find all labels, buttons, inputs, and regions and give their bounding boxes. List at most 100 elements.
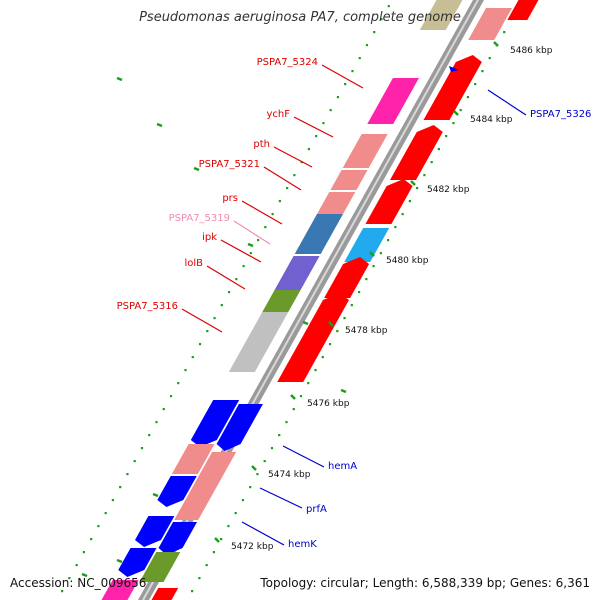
gene-label[interactable]: ipk: [202, 232, 217, 243]
gene-block: [317, 192, 356, 214]
tick-dot: [213, 317, 216, 320]
tick-dot: [387, 5, 390, 8]
tick-dot: [365, 44, 369, 47]
tick-dot: [220, 304, 223, 307]
gene-label[interactable]: hemK: [288, 539, 317, 550]
tick-dot: [90, 538, 93, 541]
tick-dot: [271, 213, 274, 216]
tick-dot: [503, 31, 506, 34]
gene-label[interactable]: ychF: [266, 109, 290, 120]
tick-dot: [336, 330, 339, 333]
accession-label: Accession: NC_009656: [10, 576, 147, 590]
gene-label[interactable]: PSPA7_5324: [257, 57, 318, 68]
reverse-gene-arrow: [135, 516, 175, 547]
reverse-gene-arrow: [171, 444, 215, 474]
tick-dot: [372, 265, 375, 268]
tick-dot: [97, 525, 100, 528]
minor-tick-mark: [340, 388, 347, 394]
label-leader-line: [220, 239, 262, 263]
tick-dot: [321, 356, 324, 359]
label-leader-line: [181, 308, 223, 333]
tick-dot: [212, 551, 215, 554]
label-leader-line: [263, 166, 302, 191]
tick-dot: [155, 421, 158, 424]
reverse-gene-arrow: [158, 522, 198, 555]
reverse-gene-arrow: [139, 552, 181, 582]
kbp-tick-mark: [369, 251, 375, 257]
kbp-tick-label: 5478 kbp: [345, 326, 388, 336]
tick-dot: [307, 148, 311, 151]
gene-label[interactable]: PSPA7_5321: [199, 159, 260, 170]
tick-dot: [408, 200, 411, 203]
tick-dot: [242, 265, 245, 268]
tick-dot: [111, 499, 115, 502]
genome-title: Pseudomonas aeruginosa PA7, complete gen…: [139, 10, 461, 25]
tick-dot: [270, 447, 274, 450]
tick-dot: [488, 57, 491, 60]
tick-dot: [177, 382, 180, 385]
kbp-tick-mark: [214, 537, 220, 543]
tick-dot: [68, 577, 71, 580]
forward-gene-arrow: [324, 257, 370, 298]
forward-gene-arrow: [507, 0, 539, 20]
label-leader-lines: [181, 64, 527, 546]
gene-label[interactable]: lolB: [184, 258, 203, 269]
gene-block: [274, 256, 320, 290]
tick-dot: [350, 304, 353, 307]
kbp-tick-label: 5472 kbp: [231, 542, 274, 552]
minor-tick-mark: [116, 76, 123, 82]
gene-label[interactable]: PSPA7_5319: [169, 213, 230, 224]
forward-gene-arrow: [151, 588, 179, 600]
tick-dot: [329, 109, 332, 112]
gene-label[interactable]: prfA: [306, 504, 327, 515]
tick-dot: [466, 96, 470, 99]
tick-dot: [358, 57, 361, 60]
gene-label[interactable]: pth: [253, 139, 270, 150]
gene-block: [262, 290, 301, 312]
minor-tick-mark: [81, 572, 88, 578]
forward-gene-arrow: [468, 8, 513, 40]
gene-block: [419, 0, 463, 30]
tick-dot: [394, 226, 397, 229]
reverse-gene-arrow: [101, 580, 139, 600]
tick-dot: [75, 564, 78, 567]
kbp-tick-mark: [453, 110, 459, 116]
tick-dot: [263, 460, 266, 463]
tick-dot: [104, 512, 107, 515]
tick-dot: [191, 356, 194, 359]
tick-dot: [292, 408, 295, 411]
tick-dot: [481, 70, 484, 73]
gene-label[interactable]: prs: [222, 193, 238, 204]
label-leader-line: [206, 265, 246, 290]
tick-dot: [241, 499, 245, 502]
forward-gene-arrow: [423, 55, 482, 120]
tick-dot: [198, 343, 202, 346]
reverse-gene-arrow: [174, 452, 237, 520]
reverse-gene-arrow: [190, 400, 240, 447]
gene-label[interactable]: PSPA7_5316: [117, 301, 178, 312]
forward-gene-arrow: [344, 228, 390, 262]
tick-dot: [264, 226, 267, 229]
minor-tick-mark: [156, 122, 163, 128]
kbp-tick-mark: [493, 41, 499, 47]
kbp-tick-mark: [410, 180, 416, 186]
tick-dot: [206, 330, 209, 333]
forward-gene-arrow: [277, 293, 349, 382]
tick-dot: [314, 369, 317, 372]
gene-features: [101, 0, 539, 600]
marker-triangle-icon: [449, 66, 459, 72]
tick-dot: [373, 31, 376, 34]
forward-gene-arrow: [390, 125, 443, 180]
minor-tick-mark: [116, 558, 123, 564]
gene-label[interactable]: PSPA7_5326: [530, 109, 591, 120]
tick-dot: [278, 434, 281, 437]
tick-dot: [328, 343, 332, 346]
minor-tick-mark: [247, 242, 254, 248]
tick-dot: [285, 421, 288, 424]
label-leader-line: [273, 146, 313, 168]
label-leader-line: [321, 64, 364, 89]
tick-dot: [257, 239, 260, 242]
gene-label[interactable]: hemA: [328, 461, 357, 472]
